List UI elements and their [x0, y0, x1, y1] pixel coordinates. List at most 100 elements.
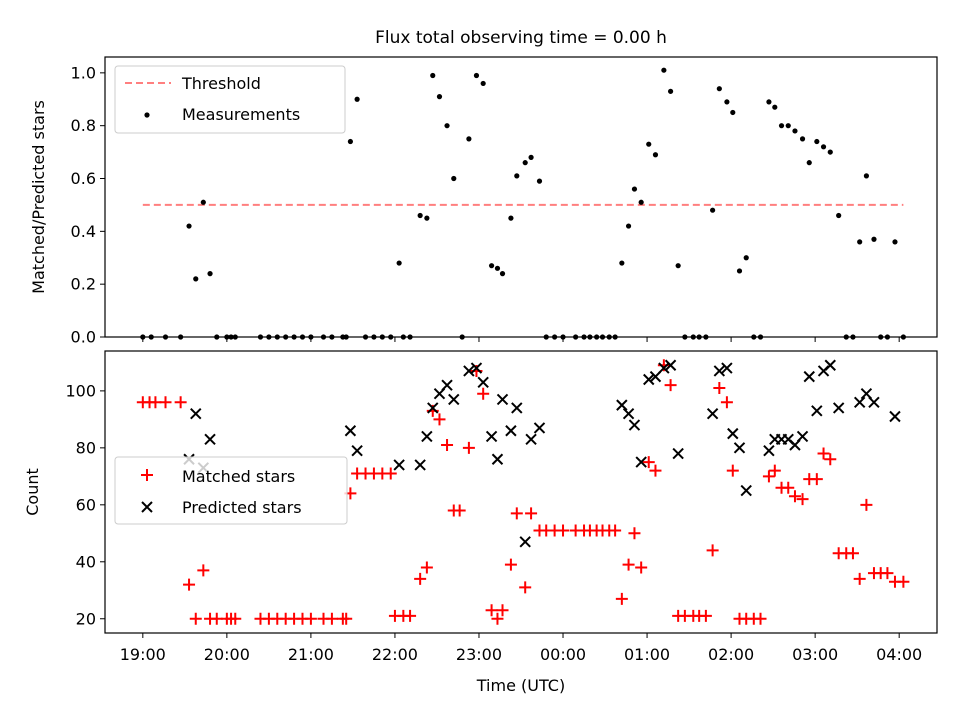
matched-star-point: [897, 575, 910, 588]
predicted-star-point: [721, 362, 733, 374]
y-tick-label: 0.8: [71, 116, 96, 135]
predicted-star-point: [635, 456, 647, 468]
legend-threshold-label: Threshold: [181, 74, 261, 93]
matched-star-point: [649, 464, 662, 477]
measurement-point: [799, 136, 806, 142]
measurement-point: [619, 260, 625, 266]
measurement-point: [444, 123, 450, 129]
predicted-star-point: [796, 430, 809, 443]
counts-legend-box: [114, 456, 348, 525]
predicted-star-point: [525, 433, 537, 446]
counts-panel: 19:00 20:00 21:00 22:00 23:00 00:00 01:00 02:00…: [23, 350, 938, 695]
measurement-point: [473, 72, 480, 79]
y-tick-label: 0.4: [71, 222, 96, 241]
matched-star-point: [197, 564, 210, 577]
matched-star-point: [462, 441, 475, 454]
measurement-point: [200, 199, 206, 205]
ratio-legend: Threshold Measurements: [114, 65, 346, 134]
counts-legend: Matched stars Predicted stars: [114, 456, 348, 525]
matched-star-point: [189, 612, 202, 625]
matched-star-point: [706, 544, 719, 557]
counts-y-ticks: 20 40 60 80 100: [65, 381, 105, 628]
matched-star-point: [477, 387, 490, 400]
predicted-star-point: [427, 402, 439, 414]
predicted-star-point: [733, 442, 746, 454]
predicted-star-point: [393, 459, 405, 471]
x-tick-label: 21:00: [288, 645, 334, 664]
matched-star-point: [824, 453, 837, 466]
y-tick-label: 80: [76, 438, 96, 457]
measurement-point: [451, 175, 457, 182]
predicted-star-point: [414, 459, 426, 471]
measurement-point: [207, 271, 213, 277]
matched-star-point: [713, 382, 726, 395]
predicted-star-point: [889, 410, 901, 423]
matched-star-point: [453, 504, 466, 517]
counts-plot-area: [136, 359, 910, 625]
measurement-point: [724, 99, 730, 105]
ratio-x-ticks: [142, 337, 900, 342]
predicted-star-point: [204, 433, 216, 446]
matched-star-point: [881, 567, 894, 580]
predicted-star-point: [832, 402, 845, 414]
matched-star-point: [174, 396, 187, 409]
measurement-point: [652, 152, 659, 158]
y-tick-label: 0.2: [71, 275, 96, 294]
predicted-star-point: [190, 407, 202, 420]
matched-star-point: [628, 527, 641, 540]
matched-star-point: [229, 612, 242, 625]
matched-star-point: [340, 612, 353, 625]
matched-star-point: [720, 396, 733, 409]
predicted-star-point: [616, 399, 628, 411]
measurement-point: [625, 223, 632, 229]
y-tick-label: 40: [76, 552, 96, 571]
predicted-star-point: [622, 407, 635, 420]
predicted-star-point: [706, 407, 719, 420]
matched-star-point: [149, 396, 162, 409]
measurement-point: [522, 160, 528, 166]
y-tick-label: 1.0: [71, 63, 96, 82]
counts-x-ticks: 19:00 20:00 21:00 22:00 23:00 00:00 01:00 02:00…: [120, 633, 922, 664]
measurement-point: [667, 88, 674, 94]
measurement-point: [710, 207, 716, 213]
predicted-star-point: [519, 536, 531, 548]
matched-star-point: [384, 467, 397, 480]
matched-star-point: [557, 524, 570, 537]
measurement-point: [494, 265, 501, 271]
legend-matched-label: Matched stars: [182, 467, 295, 486]
matched-star-point: [846, 547, 859, 560]
x-tick-label: 03:00: [792, 645, 838, 664]
x-tick-label: 22:00: [372, 645, 418, 664]
ratio-y-ticks: 0.0 0.2 0.4 0.6 0.8 1.0: [71, 63, 105, 347]
predicted-star-point: [811, 405, 823, 417]
measurement-point: [772, 104, 778, 110]
measurement-point: [778, 123, 785, 129]
matched-star-point: [433, 413, 446, 426]
ratio-panel-frame: [104, 56, 938, 338]
predicted-star-point: [740, 484, 752, 497]
matched-star-point: [159, 396, 172, 409]
matched-star-point: [622, 558, 635, 571]
measurement-point: [480, 80, 486, 87]
predicted-star-point: [533, 422, 546, 434]
ratio-panel: 0.0 0.2 0.4 0.6 0.8 1.0 Matched/Predicted sta…: [29, 56, 938, 347]
measurement-point: [863, 173, 870, 179]
predicted-star-point: [344, 425, 357, 437]
y-tick-label: 100: [65, 381, 96, 400]
counts-y-axis-label: Count: [23, 468, 42, 516]
chart-title: Flux total observing time = 0.00 h: [375, 28, 667, 48]
measurement-point: [424, 215, 430, 221]
x-tick-label: 04:00: [876, 645, 922, 664]
x-tick-label: 19:00: [120, 645, 166, 664]
predicted-star-point: [824, 359, 836, 371]
counts-x-axis-label: Time (UTC): [476, 676, 565, 695]
matched-star-point: [615, 592, 628, 605]
predicted-star-point: [658, 362, 670, 374]
measurement-point: [892, 239, 898, 245]
predicted-star-point: [853, 396, 866, 408]
ratio-y-axis-label: Matched/Predicted stars: [29, 100, 48, 294]
matched-star-point: [414, 572, 427, 585]
measurement-point: [675, 263, 681, 269]
matched-star-point: [810, 473, 823, 486]
